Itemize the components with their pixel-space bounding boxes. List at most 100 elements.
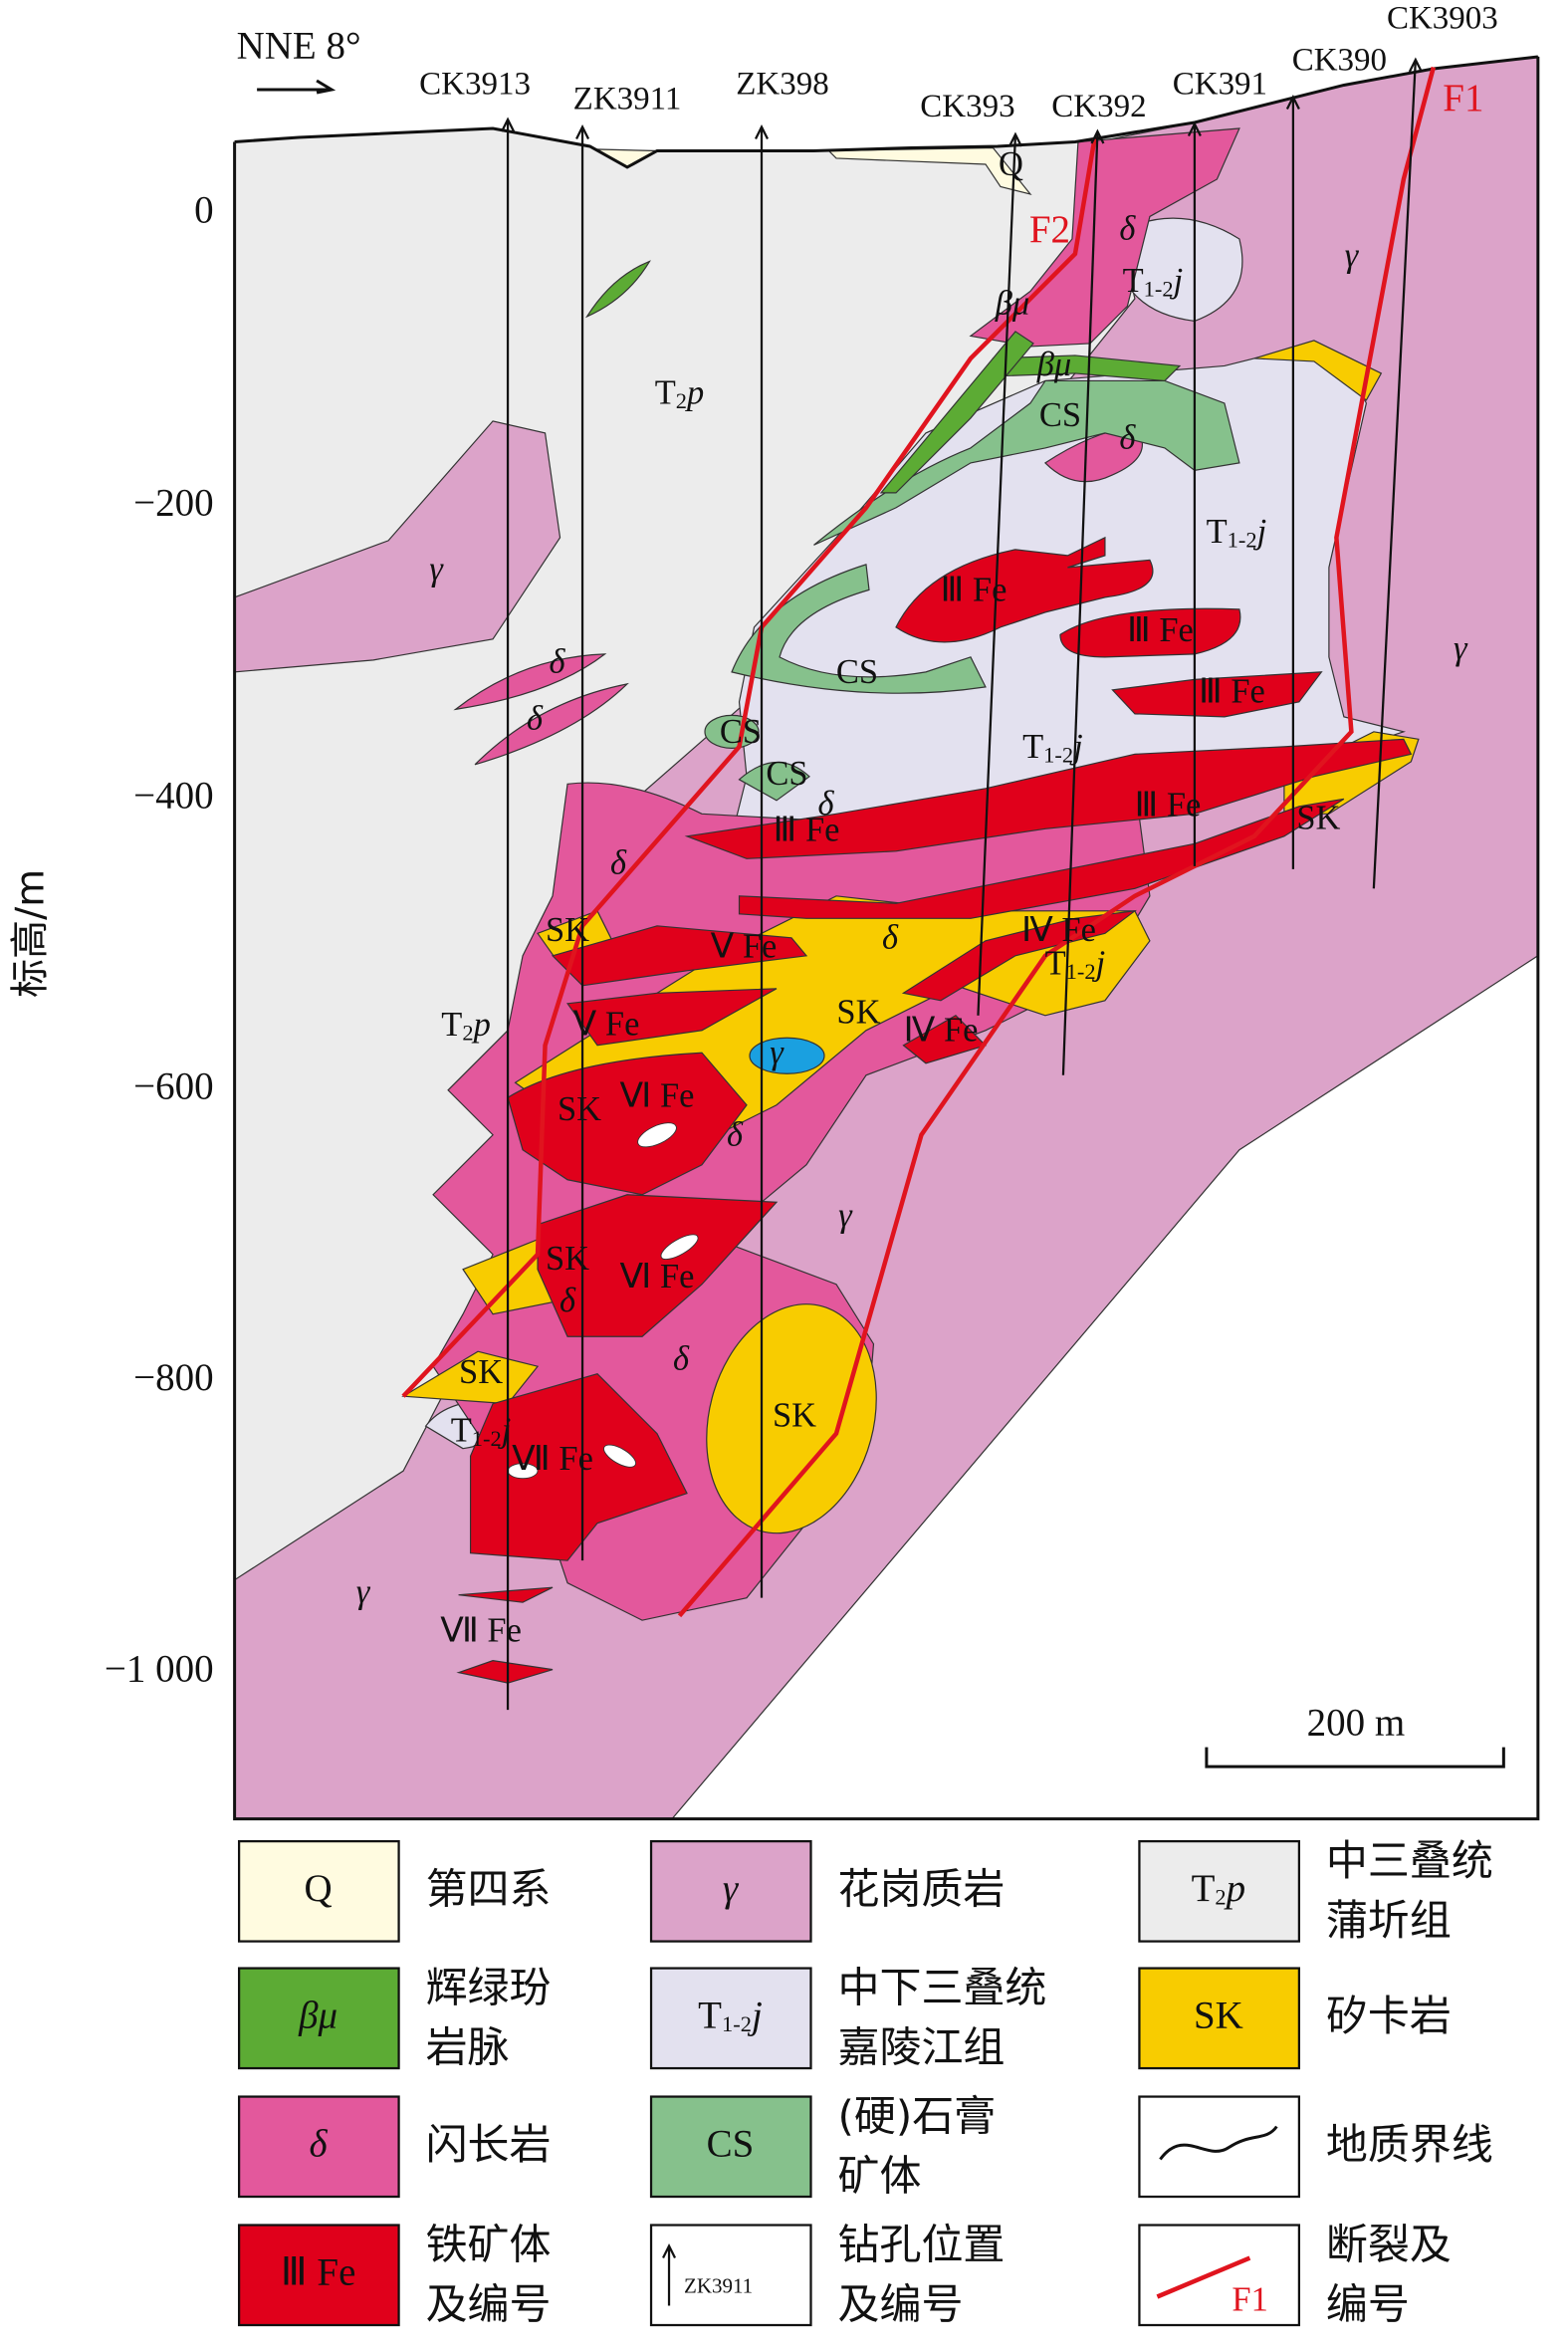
legend-symbol: T2p [1192, 1867, 1246, 1910]
axis-title: 标高/m [9, 869, 54, 998]
legend-swatch [649, 1839, 812, 1943]
legend-swatch [237, 1967, 400, 2070]
label-main: T [655, 373, 676, 411]
section-label: δ [1119, 418, 1136, 456]
section-label: δ [673, 1340, 690, 1378]
y-tick-label: −800 [133, 1356, 213, 1399]
iron-ore [895, 536, 1154, 643]
legend-swatch [1138, 1967, 1301, 2070]
ore-hole [637, 1122, 677, 1148]
section-label: SK [558, 1090, 601, 1128]
diabase-dike [879, 331, 1034, 494]
label-tail: p [1224, 1867, 1246, 1910]
drill-hole [1372, 59, 1417, 889]
gypsum [738, 761, 810, 802]
gypsum [813, 379, 1240, 546]
legend-text: 闪长岩 [426, 2120, 552, 2169]
label-main: T [1123, 262, 1144, 300]
section-label: SK [546, 1240, 589, 1278]
drill-label: ZK3911 [573, 82, 682, 118]
section-label: SK [459, 1353, 503, 1391]
diabase-dike [584, 260, 651, 319]
ore-hole [603, 1444, 637, 1468]
iron-ore [507, 1052, 748, 1196]
y-tick-label: −200 [133, 481, 213, 524]
section-label: Ⅶ Fe [440, 1612, 522, 1650]
section-label: Ⅵ Fe [620, 1258, 695, 1295]
label-tail: j [1170, 262, 1184, 300]
iron-ore [469, 1373, 688, 1561]
strata-label: T2p [441, 1006, 491, 1046]
section-label: δ [1119, 209, 1136, 247]
section-label: CS [720, 713, 762, 751]
drill-label: CK392 [1051, 89, 1146, 124]
section-label: δ [550, 642, 566, 680]
drill-label: CK3903 [1387, 1, 1498, 37]
fault-line [401, 138, 1097, 1398]
section-label: δ [610, 844, 627, 882]
drill-label: CK393 [920, 89, 1014, 124]
drill-arrow [1008, 131, 1022, 147]
section-label: Ⅵ Fe [620, 1077, 695, 1115]
legend-text: 矽卡岩 [1326, 1992, 1452, 2040]
section-label: Ⅲ Fe [1134, 786, 1201, 823]
jialingjiang [1119, 217, 1243, 323]
legend-text: 钻孔位置 [837, 2221, 1005, 2269]
section-label: δ [817, 785, 834, 823]
label-main: T [698, 1995, 722, 2037]
y-tick-label: −1 000 [105, 1648, 214, 1691]
section-label: F2 [1029, 208, 1070, 251]
label-sub: 1-2 [1066, 959, 1096, 984]
drill-label: CK3913 [419, 67, 531, 103]
label-sub: 1-2 [1144, 277, 1174, 302]
legend-text: 中下三叠统 [837, 1964, 1046, 2012]
section-label: Ⅲ Fe [941, 571, 1008, 608]
section-label: γ [1345, 236, 1360, 274]
section-label: CS [836, 653, 878, 691]
section-label: SK [773, 1397, 816, 1435]
skarn [1253, 340, 1383, 401]
scale-label: 200 m [1307, 1702, 1406, 1745]
legend-arrow [662, 2243, 677, 2306]
drill-arrow [575, 123, 590, 139]
label-sub: 1-2 [1043, 742, 1073, 767]
drill-arrow [1285, 94, 1300, 110]
scale-bar [1205, 1747, 1505, 1768]
iron-ore [537, 1194, 779, 1337]
drill-arrow [755, 123, 770, 139]
skarn [401, 1350, 540, 1405]
legend-symbol: CS [707, 2122, 755, 2165]
legend-text: 辉绿玢 [426, 1964, 552, 2012]
section-label: δ [560, 1282, 576, 1319]
frame-border [233, 56, 1540, 1821]
section-label: Ⅶ Fe [512, 1440, 593, 1478]
strata-label: T1-2j [1022, 728, 1083, 768]
legend-symbol: SK [1194, 1995, 1243, 2037]
section-label: Ⅲ Fe [774, 812, 840, 849]
label-main: T [441, 1006, 462, 1044]
iron-ore [456, 1660, 554, 1684]
label-sub: 2 [676, 388, 687, 413]
strata-label: T1-2j [1123, 262, 1184, 302]
section-label: βμ [995, 284, 1029, 322]
section-label: SK [1296, 800, 1340, 837]
iron-ore [684, 738, 1413, 859]
legend-text: 中三叠统 [1326, 1836, 1493, 1885]
section-label: Ⅴ Fe [573, 1006, 640, 1044]
legend-symbol: F1 [1232, 2280, 1267, 2318]
diorite [474, 682, 629, 766]
legend-swatch [1138, 1839, 1301, 1943]
legend-text: 嘉陵江组 [837, 2023, 1005, 2072]
legend-text: 及编号 [837, 2280, 963, 2329]
iron-ore [458, 1586, 554, 1603]
legend-fault [1156, 2255, 1251, 2299]
section-label: δ [727, 1116, 744, 1154]
orientation: NNE 8° [237, 24, 361, 67]
label-tail: p [471, 1006, 491, 1044]
section-label: SK [546, 911, 589, 949]
legend-symbol: Ⅲ Fe [281, 2250, 356, 2293]
drill-arrow [1408, 57, 1423, 73]
section-label: CS [766, 755, 807, 793]
geology [233, 55, 1540, 1821]
section-label: βμ [1036, 346, 1071, 383]
